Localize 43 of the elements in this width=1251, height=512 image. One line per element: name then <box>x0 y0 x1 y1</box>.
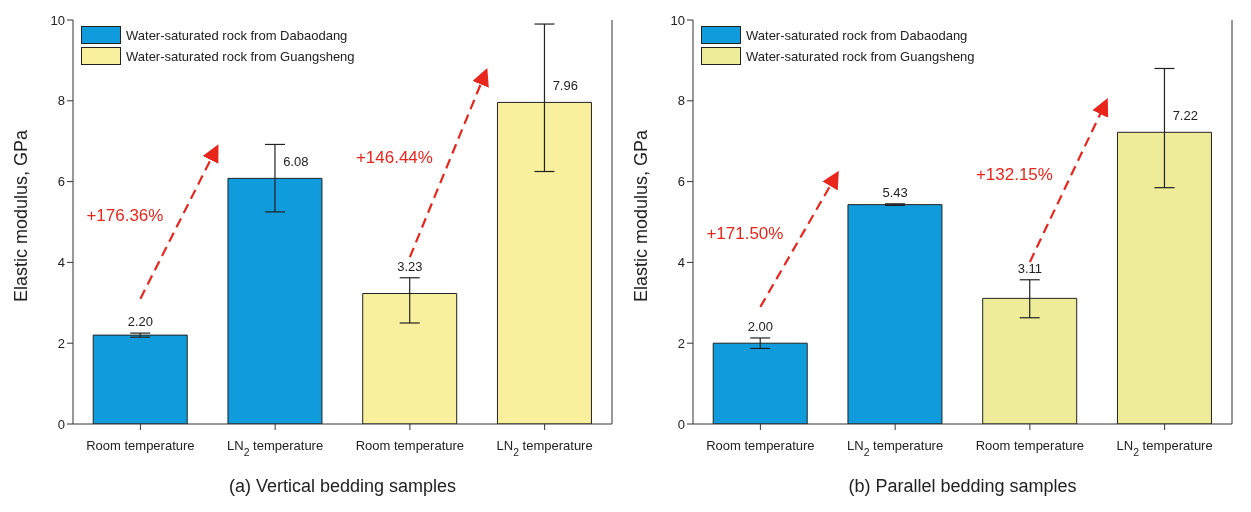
text: (b) Parallel bedding samples <box>848 476 1077 496</box>
x-tick-label: LN$_{2}$ temperature <box>847 438 944 458</box>
x-tick-label: Room temperature <box>706 438 815 453</box>
y-tick-label: 0 <box>677 416 685 432</box>
annotation: +171.50% <box>706 223 784 243</box>
legend-label: Water-saturated rock from Guangsheng <box>746 48 975 64</box>
y-axis-title: Elastic modulus, GPa <box>11 128 32 302</box>
text: (a) Vertical bedding samples <box>228 476 457 496</box>
y-tick-label: 2 <box>57 335 65 351</box>
data-label: 3.23 <box>397 258 423 274</box>
x-tick-label: LN$_{2}$ temperature <box>496 438 593 458</box>
y-tick-label: 4 <box>57 255 65 271</box>
legend-label: Water-saturated rock from Dabaodang <box>126 27 348 43</box>
y-tick-label: 6 <box>677 174 685 190</box>
y-tick-label: 2 <box>677 335 685 351</box>
legend-label: Water-saturated rock from Guangsheng <box>126 48 355 64</box>
annotation: +176.36% <box>86 206 164 226</box>
y-tick-label: 8 <box>57 93 65 109</box>
data-label: 2.00 <box>747 318 774 334</box>
y-tick-label: 8 <box>677 93 685 109</box>
x-tick-label: LN$_{2}$ temperature <box>227 438 324 458</box>
legend-label: Water-saturated rock from Dabaodang <box>746 27 968 43</box>
x-tick-label: Room temperature <box>355 438 465 453</box>
y-tick-label: 4 <box>677 255 685 271</box>
data-label: 7.96 <box>552 78 578 94</box>
bar <box>92 334 188 424</box>
x-tick-label: Room temperature <box>975 438 1085 453</box>
y-tick-label: 6 <box>57 174 65 190</box>
y-tick-label: 0 <box>57 416 65 432</box>
data-label: 6.08 <box>283 154 309 170</box>
data-label: 3.11 <box>1017 260 1043 276</box>
bar <box>847 204 943 424</box>
annotation: +132.15% <box>975 165 1053 185</box>
y-axis-title: Elastic modulus, GPa <box>631 128 652 302</box>
x-tick-label: LN$_{2}$ temperature <box>1116 438 1213 458</box>
annotation: +146.44% <box>355 147 433 167</box>
x-tick-label: Room temperature <box>86 438 195 453</box>
data-label: 7.22 <box>1172 108 1198 124</box>
data-label: 2.20 <box>127 314 154 330</box>
y-tick-label: 10 <box>50 12 65 28</box>
bar <box>712 342 808 424</box>
data-label: 5.43 <box>882 184 908 200</box>
y-tick-label: 10 <box>670 12 685 28</box>
